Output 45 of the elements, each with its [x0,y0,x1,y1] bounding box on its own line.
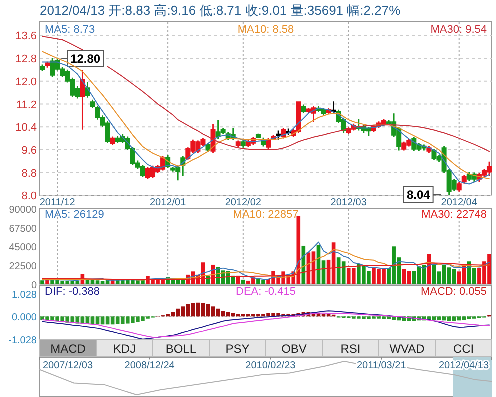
text: MA30: 22748 [422,209,487,221]
y-tick-label: -1.028 [8,336,38,346]
y-tick-label: 45000 [9,242,38,254]
text: DIF: -0.388 [45,286,100,298]
y-tick-label: 9.6 [22,144,37,157]
x-tick-label: 2012/04 [441,198,478,209]
text: PSY [226,342,250,356]
text: CCI [453,342,474,356]
y-tick-label: 13.6 [16,30,37,43]
x-tick-label: 2012/02 [225,198,262,209]
y-tick-label: 1.028 [12,290,38,301]
text: MACD [50,342,86,356]
text: KDJ [113,342,136,356]
x-tick-label: 2011/12 [40,198,76,209]
text: BOLL [166,342,197,356]
y-tick-label: 67500 [9,224,38,235]
text: OBV [282,342,307,356]
text: WVAD [390,342,426,356]
text: MA10: 8.58 [238,24,294,36]
x-tick-label: 2012/03 [330,198,368,209]
y-tick-label: 0 [31,280,38,292]
y-tick-label: 8.8 [22,168,37,180]
text: MA30: 9.54 [430,24,487,36]
y-tick-label: 0.000 [12,312,38,324]
y-tick-label: 12.0 [16,76,37,88]
x-tick-label: 2010/02/23 [246,360,296,372]
x-tick-label: 2011/03/21 [356,360,407,372]
y-tick-label: 12.8 [16,54,37,66]
x-tick-label: 2007/12/03 [42,360,94,372]
annotation: 12.80 [70,52,101,66]
text: RSI [340,342,361,356]
text: MA5: 26129 [45,209,104,221]
x-tick-label: 2008/12/24 [124,360,176,372]
y-tick-label: 8.0 [22,190,37,203]
y-tick-label: 10.4 [16,122,37,134]
y-tick-label: 22500 [9,261,38,272]
text: MA10: 22857 [233,209,299,221]
y-tick-label: 11.2 [16,99,37,112]
y-tick-label: 90000 [9,205,38,216]
text: MA5: 8.73 [45,24,96,36]
x-tick-label: 2012/01 [150,198,187,209]
chart-title: 2012/04/13 开:8.83 高:9.16 低:8.71 收:9.01 量:35691 幅:2.27% [40,3,402,18]
series-label: DEA: -0.415 [236,286,296,298]
annotation: 8.04 [406,188,431,202]
series-label: MACD: 0.055 [420,286,487,298]
